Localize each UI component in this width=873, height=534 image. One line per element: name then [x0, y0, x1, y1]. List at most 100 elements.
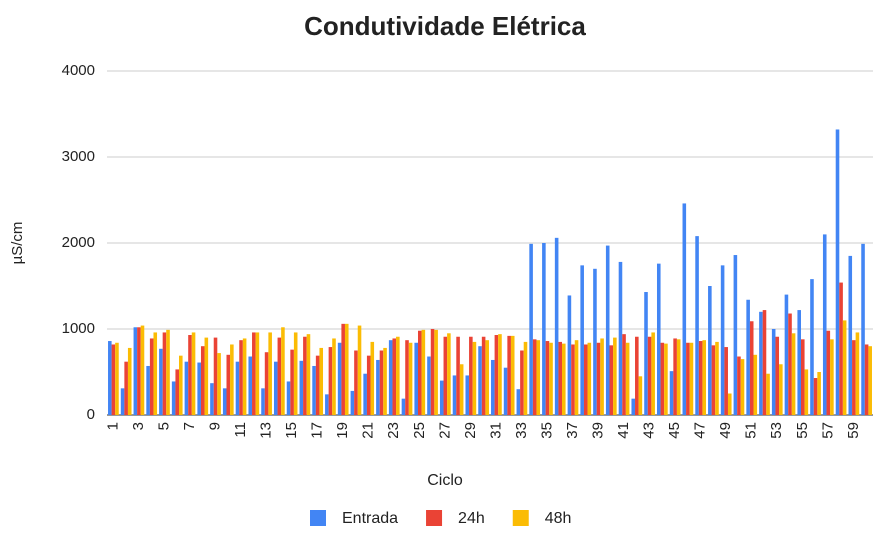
bar: [248, 356, 253, 415]
bar: [191, 332, 196, 415]
bar: [421, 329, 426, 415]
bar: [491, 359, 495, 415]
bar: [810, 279, 814, 415]
bar: [337, 342, 342, 415]
bar: [439, 380, 444, 415]
bar: [800, 339, 805, 415]
bar: [766, 373, 770, 415]
bar: [647, 336, 652, 415]
bar: [217, 353, 221, 415]
bar: [664, 343, 668, 415]
bar: [472, 341, 477, 415]
bar: [242, 338, 247, 415]
bar: [166, 329, 170, 415]
bar: [708, 286, 712, 415]
bar: [536, 340, 541, 415]
bar: [210, 383, 214, 415]
bar: [264, 352, 269, 415]
bar: [660, 342, 665, 415]
bar: [549, 342, 553, 415]
x-tick-label: 39: [589, 422, 606, 439]
bar: [554, 237, 559, 415]
bar: [133, 327, 138, 415]
bar: [111, 344, 116, 415]
bar: [861, 243, 865, 415]
bar: [226, 354, 231, 415]
bar: [498, 334, 502, 415]
bar: [724, 347, 728, 415]
bar: [587, 342, 592, 415]
bar: [839, 282, 843, 415]
bar: [485, 340, 489, 415]
bar: [605, 245, 610, 415]
bar: [261, 388, 265, 415]
bar: [299, 360, 304, 415]
bar: [797, 310, 801, 415]
legend-swatch: [310, 510, 326, 526]
bar: [771, 329, 776, 415]
bar: [835, 129, 840, 416]
bar: [396, 336, 400, 415]
y-tick-label: 0: [87, 406, 95, 423]
bar: [574, 340, 579, 415]
bar: [749, 321, 754, 415]
bar: [791, 333, 796, 415]
bar: [520, 350, 524, 415]
x-tick-label: 5: [155, 422, 172, 430]
bar: [204, 337, 209, 415]
x-axis-title: Ciclo: [427, 472, 463, 489]
bar: [171, 381, 176, 415]
bar: [638, 376, 643, 415]
bar: [842, 320, 847, 415]
bar: [392, 338, 397, 415]
bar: [401, 398, 406, 415]
bar: [443, 336, 448, 415]
bar: [625, 342, 630, 415]
bar: [848, 255, 853, 415]
bar: [779, 364, 783, 415]
bar: [383, 347, 387, 415]
bar: [350, 390, 355, 415]
bar: [753, 354, 758, 415]
x-tick-label: 57: [819, 422, 836, 439]
bar: [328, 347, 333, 415]
bar: [618, 261, 623, 415]
bar: [430, 329, 435, 415]
bar: [613, 337, 617, 415]
x-tick-label: 25: [411, 422, 428, 439]
x-tick-label: 15: [283, 422, 300, 439]
bar: [529, 243, 533, 415]
x-tick-label: 9: [206, 422, 223, 430]
bar: [727, 393, 732, 415]
bar: [762, 310, 767, 415]
bar: [175, 369, 180, 415]
bar: [153, 332, 158, 415]
bar: [239, 340, 243, 415]
bar: [447, 333, 451, 415]
x-tick-label: 47: [692, 422, 709, 439]
bar: [417, 330, 422, 415]
bar: [737, 356, 741, 415]
bar: [197, 362, 201, 415]
bar: [388, 340, 393, 415]
x-tick-label: 55: [794, 422, 811, 439]
x-tick-label: 41: [615, 422, 632, 439]
bar: [698, 341, 703, 415]
y-tick-label: 4000: [62, 62, 95, 79]
bar: [558, 341, 563, 415]
bar: [673, 338, 677, 415]
bar: [162, 332, 167, 415]
bar: [702, 340, 707, 415]
bar: [759, 311, 763, 415]
bar: [456, 336, 460, 415]
bar: [159, 348, 163, 415]
bar: [286, 381, 291, 415]
bar: [366, 355, 371, 415]
bar: [715, 341, 719, 415]
legend-label: Entrada: [342, 510, 398, 527]
bar: [852, 340, 856, 415]
bar: [459, 364, 464, 415]
bar: [622, 334, 626, 415]
bar: [115, 342, 119, 415]
legend-swatch: [512, 510, 529, 526]
